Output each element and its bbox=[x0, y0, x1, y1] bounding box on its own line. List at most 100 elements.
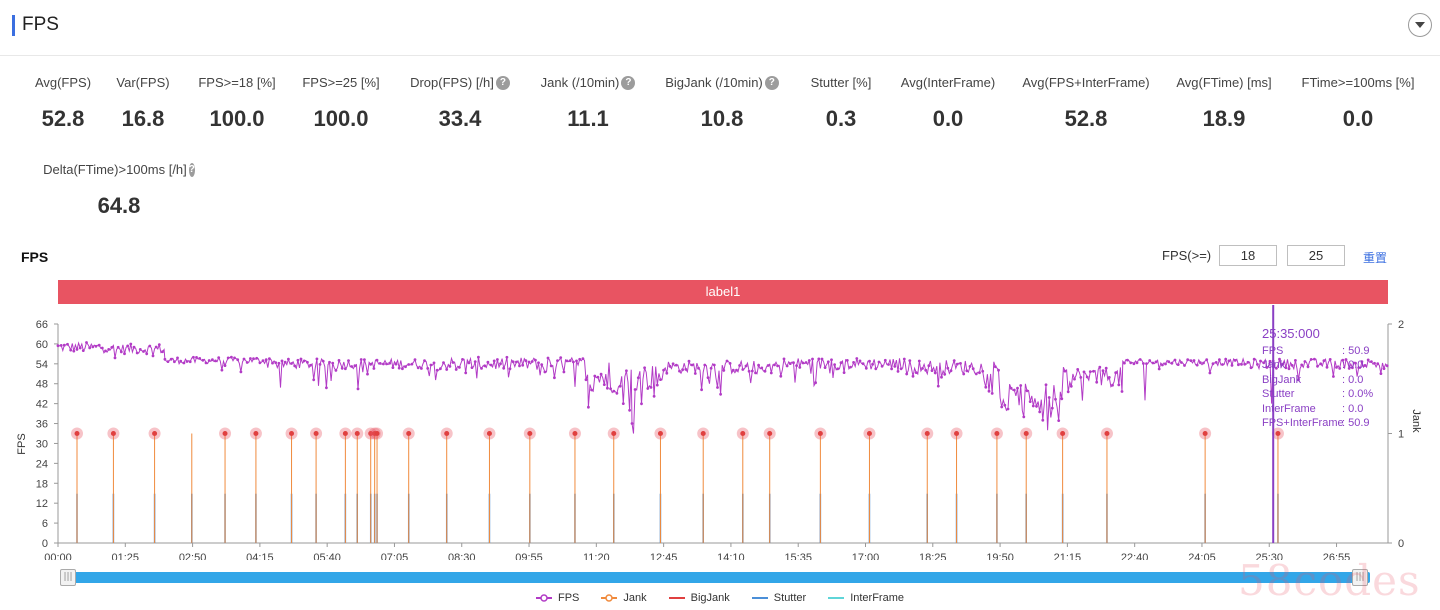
fps-point bbox=[207, 359, 211, 362]
fps-point bbox=[1041, 418, 1045, 422]
fps-point bbox=[562, 370, 566, 374]
jank-marker bbox=[924, 431, 930, 436]
fps-point bbox=[779, 374, 783, 378]
jank-marker bbox=[817, 431, 823, 436]
fps-point bbox=[1370, 360, 1373, 363]
fps-point bbox=[817, 357, 821, 361]
legend-item-jank[interactable]: Jank bbox=[601, 592, 647, 604]
metric-label: FPS>=18 [%] bbox=[175, 75, 299, 90]
y-tick-label: 42 bbox=[36, 399, 48, 411]
fps-point bbox=[940, 375, 943, 379]
fps-point bbox=[709, 366, 713, 370]
zoom-slider-track[interactable] bbox=[60, 572, 1370, 583]
y2-tick-label: 0 bbox=[1398, 538, 1404, 550]
fps-point bbox=[628, 408, 631, 412]
fps-point bbox=[451, 361, 455, 364]
metric-value: 0.0 bbox=[932, 106, 964, 131]
header-accent-bar bbox=[12, 15, 15, 36]
metric-bigjank-10min: BigJank (/10min)? 10.8 bbox=[660, 75, 784, 132]
fps-point bbox=[874, 367, 878, 371]
fps-point bbox=[1230, 364, 1234, 367]
label-banner[interactable]: label1 bbox=[58, 280, 1388, 304]
fps-point bbox=[861, 362, 865, 366]
fps-point bbox=[1360, 360, 1364, 364]
jank-marker bbox=[406, 431, 412, 436]
metric-value: 10.8 bbox=[700, 106, 744, 131]
fps-point bbox=[1322, 359, 1326, 363]
fps-point bbox=[470, 366, 474, 369]
x-tick-label: 14:10 bbox=[717, 552, 745, 560]
fps-point bbox=[1173, 358, 1177, 362]
help-icon[interactable]: ? bbox=[764, 75, 779, 90]
help-icon[interactable]: ? bbox=[621, 75, 636, 90]
fps-point bbox=[1167, 360, 1171, 364]
x-tick-label: 25:30 bbox=[1255, 552, 1283, 560]
fps-point bbox=[372, 367, 376, 370]
fps-point bbox=[274, 361, 278, 364]
metric-avg-ftime-ms: Avg(FTime) [ms] 18.9 bbox=[1162, 75, 1286, 132]
reset-link[interactable]: 重置 bbox=[1363, 251, 1388, 265]
fps-point bbox=[665, 371, 669, 375]
fps-point bbox=[1252, 357, 1256, 361]
collapse-button[interactable] bbox=[1408, 13, 1432, 37]
zoom-slider-left-handle[interactable]: ||| bbox=[60, 569, 76, 586]
fps-point bbox=[814, 381, 817, 385]
fps-point bbox=[1079, 376, 1083, 379]
metric-label: FPS>=25 [%] bbox=[279, 75, 403, 90]
fps-point bbox=[280, 359, 284, 363]
legend-item-fps[interactable]: FPS bbox=[536, 592, 579, 604]
fps-point bbox=[1202, 361, 1205, 365]
fps-point bbox=[716, 386, 719, 389]
fps-point bbox=[849, 365, 852, 369]
fps-point bbox=[833, 363, 836, 366]
jank-marker bbox=[253, 431, 259, 436]
fps-point bbox=[930, 369, 934, 372]
zoom-slider-right-handle[interactable]: ||| bbox=[1352, 569, 1368, 586]
fps-point bbox=[609, 387, 612, 391]
fps-point bbox=[442, 361, 445, 365]
fps-point bbox=[473, 360, 477, 363]
legend-item-bigjank[interactable]: BigJank bbox=[668, 592, 730, 604]
metric-fps-18: FPS>=18 [%] 100.0 bbox=[175, 75, 299, 132]
x-tick-label: 26:55 bbox=[1323, 552, 1351, 560]
fps-point bbox=[1135, 361, 1139, 365]
legend-item-interframe[interactable]: InterFrame bbox=[828, 592, 904, 604]
help-icon[interactable]: ? bbox=[495, 75, 510, 90]
fps-point bbox=[366, 372, 369, 376]
fps-point bbox=[662, 368, 665, 372]
fps-point bbox=[315, 357, 319, 361]
legend-item-stutter[interactable]: Stutter bbox=[751, 592, 806, 604]
fps-point bbox=[754, 371, 757, 375]
fps-point bbox=[1341, 358, 1345, 362]
fps-point bbox=[1294, 359, 1297, 362]
fps-point bbox=[1035, 404, 1038, 408]
fps-point bbox=[1366, 358, 1370, 362]
fps-point bbox=[731, 368, 735, 372]
fps-point bbox=[1259, 359, 1262, 363]
fps-point bbox=[521, 363, 525, 367]
jank-marker bbox=[289, 431, 295, 436]
x-tick-label: 21:15 bbox=[1054, 552, 1082, 560]
fps-point bbox=[420, 367, 423, 370]
fps-point bbox=[91, 345, 95, 349]
fps-point bbox=[766, 364, 770, 367]
fps-point bbox=[896, 370, 900, 373]
fps-point bbox=[1003, 403, 1007, 407]
tooltip-key: FPS+InterFrame bbox=[1262, 417, 1344, 429]
x-tick-label: 08:30 bbox=[448, 552, 476, 560]
fps-point bbox=[157, 343, 161, 347]
fps-point bbox=[652, 394, 656, 398]
help-icon[interactable]: ? bbox=[188, 162, 195, 177]
fps-threshold-high-input[interactable] bbox=[1287, 245, 1345, 266]
metric-label: Var(FPS) bbox=[81, 75, 205, 90]
fps-point bbox=[296, 358, 300, 362]
fps-point bbox=[1224, 357, 1228, 361]
fps-point bbox=[965, 369, 969, 373]
fps-point bbox=[505, 355, 509, 359]
fps-threshold-low-input[interactable] bbox=[1219, 245, 1277, 266]
fps-point bbox=[1025, 389, 1029, 393]
y2-tick-label: 1 bbox=[1398, 429, 1404, 441]
fps-point bbox=[1044, 383, 1048, 387]
fps-point bbox=[1038, 410, 1042, 414]
